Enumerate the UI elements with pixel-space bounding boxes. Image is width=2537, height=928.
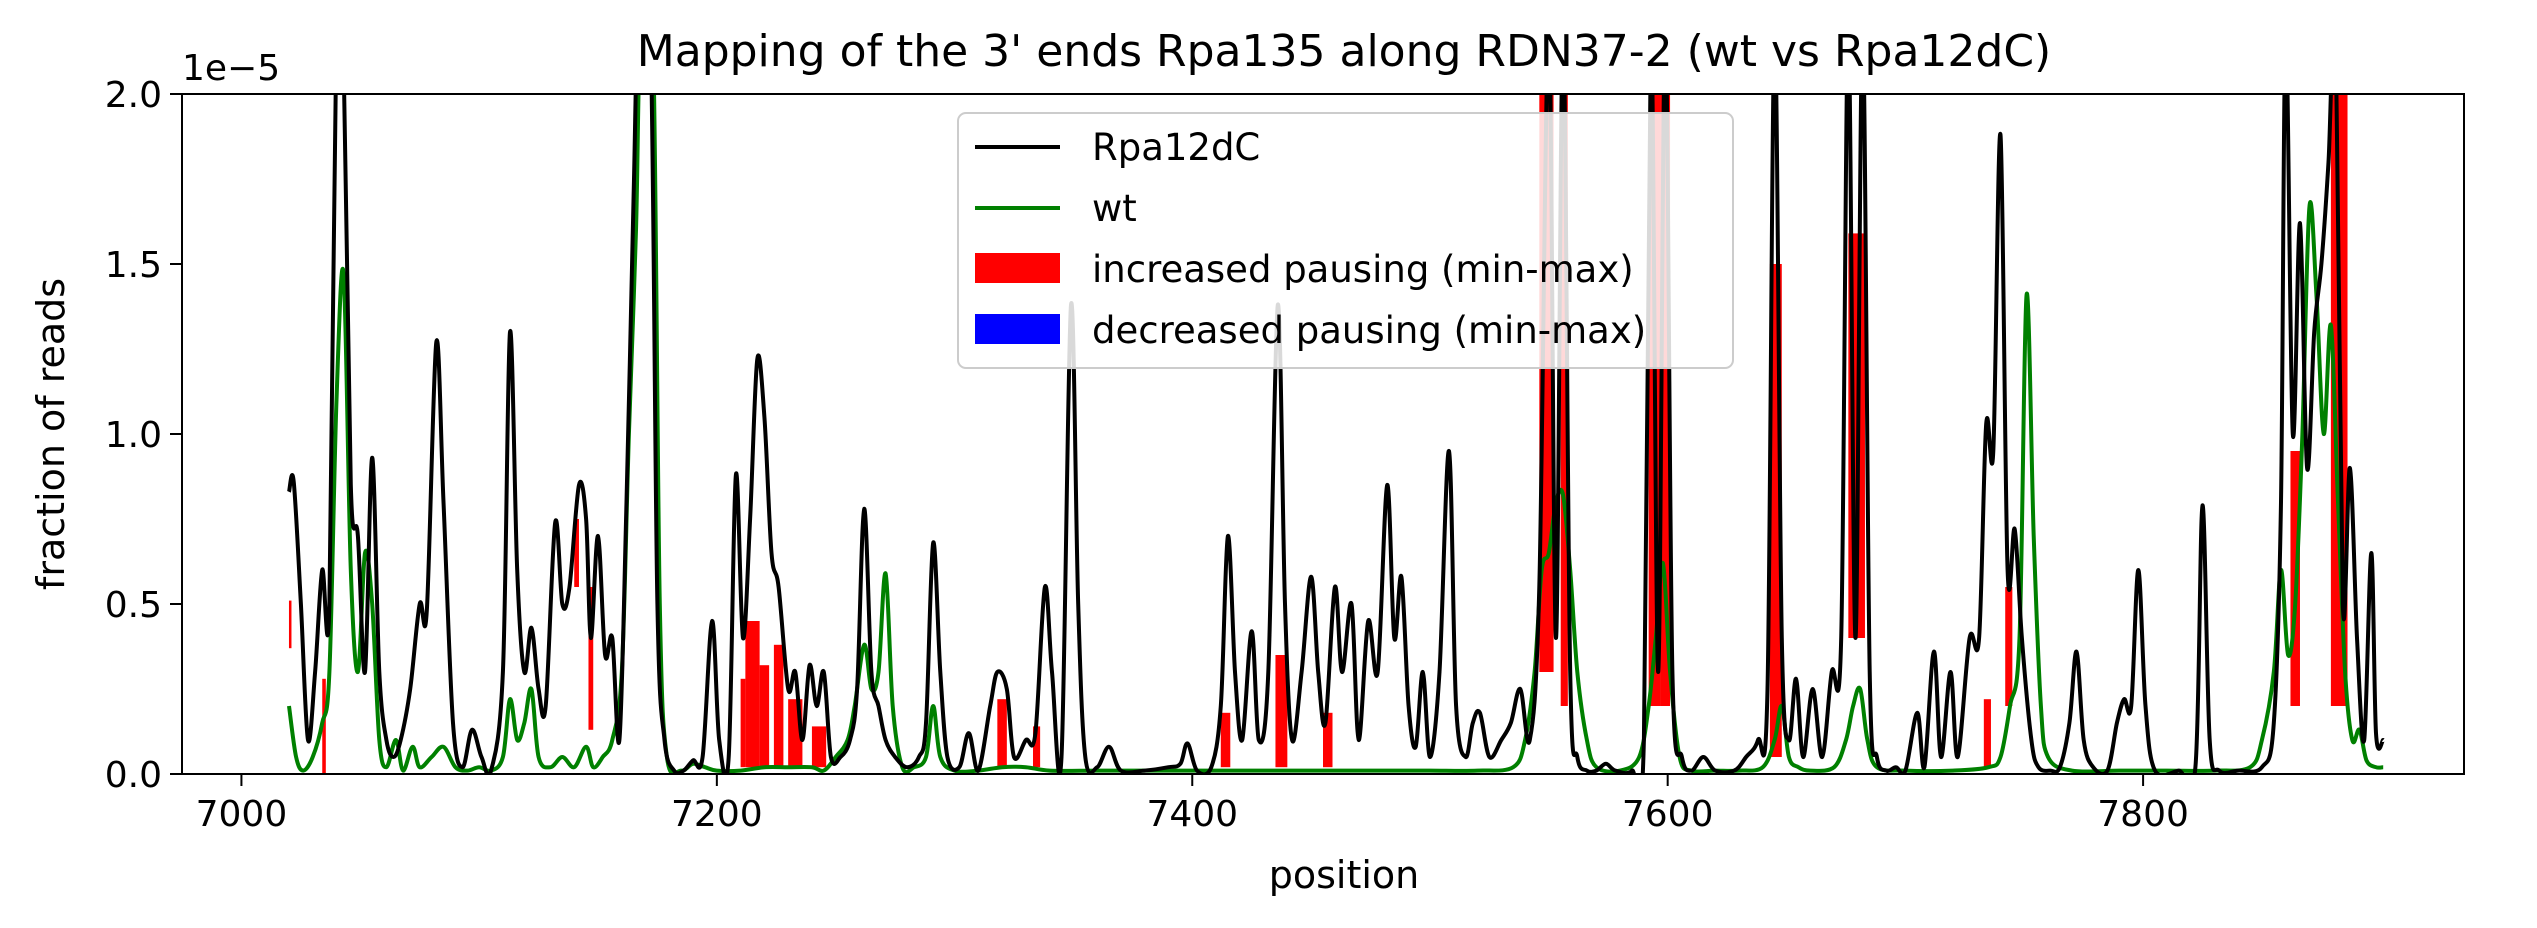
x-tick-label: 7800 — [2097, 794, 2189, 835]
increased-pausing-region — [1323, 712, 1333, 768]
series-line-rpa12dc — [287, 94, 2386, 774]
y-tick-label: 0.0 — [105, 755, 162, 796]
increased-pausing-region — [1275, 655, 1288, 768]
x-axis-label: position — [1269, 853, 1420, 897]
increased-pausing-region — [1220, 712, 1231, 768]
increased-pausing-region — [1660, 94, 1671, 706]
legend-label-increased: increased pausing (min-max) — [1092, 248, 1634, 291]
increased-pausing-region — [1032, 726, 1041, 768]
legend-patch-increased — [975, 253, 1060, 283]
increased-pausing-region — [1560, 94, 1568, 706]
increased-pausing-region — [574, 519, 579, 587]
increased-pausing-region — [773, 644, 784, 768]
increased-pausing-region — [1983, 699, 1991, 768]
legend-patch-decreased — [975, 314, 1060, 344]
x-tick-label: 7600 — [1622, 794, 1714, 835]
increased-pausing-region — [322, 678, 326, 774]
y-tick-label: 1.5 — [105, 245, 162, 286]
x-tick-label: 7000 — [196, 794, 288, 835]
legend-label-wt: wt — [1092, 187, 1137, 230]
chart-title: Mapping of the 3' ends Rpa135 along RDN3… — [637, 26, 2051, 77]
legend-frame — [957, 112, 1734, 369]
y-tick-label: 1.0 — [105, 415, 162, 456]
increased-pausing-region — [759, 665, 770, 768]
y-offset-label: 1e−5 — [182, 48, 280, 89]
legend-label-decreased: decreased pausing (min-max) — [1092, 309, 1646, 352]
y-axis-label: fraction of reads — [29, 278, 73, 590]
legend-label-rpa12dc: Rpa12dC — [1092, 126, 1260, 169]
legend: Rpa12dC wt increased pausing (min-max) d… — [957, 112, 1734, 369]
increased-pausing-region — [288, 600, 292, 649]
increased-pausing-region — [997, 699, 1007, 768]
increased-pausing-region — [2005, 587, 2013, 706]
y-tick-label: 0.5 — [105, 585, 162, 626]
y-axis: 0.0 0.5 1.0 1.5 2.0 — [105, 75, 182, 796]
increased-pausing-region — [740, 678, 746, 768]
increased-pausing-region — [588, 587, 594, 730]
y-tick-label: 2.0 — [105, 75, 162, 116]
increased-pausing-region — [1769, 264, 1782, 757]
series-lines — [287, 94, 2386, 774]
x-tick-label: 7200 — [671, 794, 763, 835]
increased-pausing-region — [811, 726, 827, 768]
x-tick-label: 7400 — [1146, 794, 1238, 835]
x-axis: 7000 7200 7400 7600 7800 — [196, 774, 2189, 835]
increased-pausing-region — [745, 621, 760, 768]
